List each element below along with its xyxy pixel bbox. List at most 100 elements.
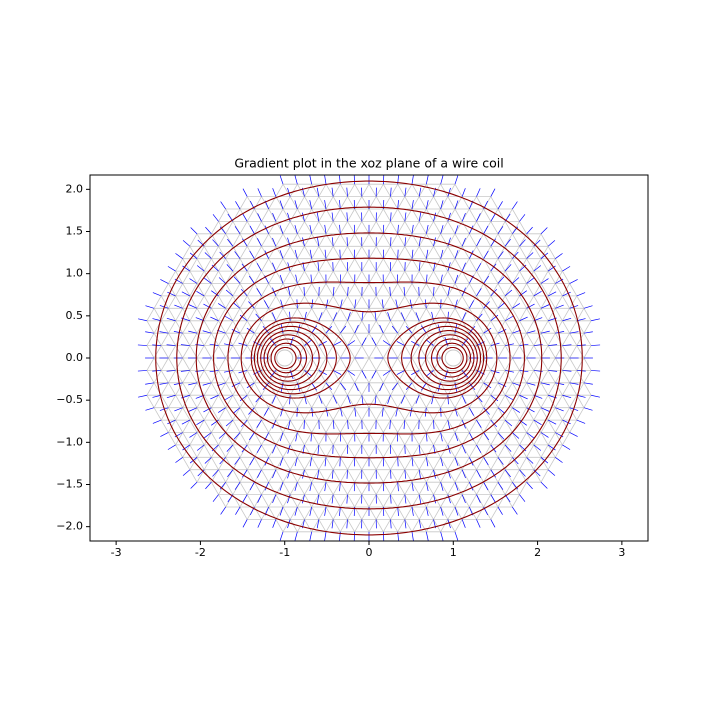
arrow <box>221 507 226 514</box>
arrow <box>243 189 247 197</box>
arrow <box>462 470 465 478</box>
arrow <box>333 313 337 321</box>
arrow <box>258 495 262 503</box>
arrow <box>476 188 480 196</box>
x-tick-label: -1 <box>279 546 290 559</box>
arrow <box>498 251 503 258</box>
arrow <box>272 263 275 271</box>
arrow <box>145 383 154 384</box>
arrow <box>355 325 359 333</box>
arrow <box>138 319 147 321</box>
arrow <box>555 253 562 258</box>
arrow <box>476 263 480 271</box>
arrow <box>226 420 233 426</box>
arrow <box>205 227 211 234</box>
arrow <box>325 532 326 541</box>
arrow <box>412 175 413 184</box>
arrow <box>527 482 533 489</box>
arrow <box>562 266 570 271</box>
arrow <box>243 495 248 503</box>
arrow <box>505 239 510 246</box>
x-tick-label: 3 <box>618 546 625 559</box>
arrow <box>455 176 458 185</box>
arrow <box>527 227 533 234</box>
arrow <box>469 251 473 259</box>
arrow <box>484 276 489 283</box>
arrow <box>476 288 481 296</box>
arrow <box>372 370 376 378</box>
arrow <box>555 457 562 462</box>
arrow <box>272 395 276 403</box>
arrow <box>205 482 211 489</box>
arrow <box>505 470 510 477</box>
arrow <box>258 519 262 527</box>
arrow <box>541 482 547 488</box>
arrow <box>498 507 503 515</box>
arrow <box>577 420 585 423</box>
arrow <box>233 303 240 309</box>
arrow <box>295 176 297 185</box>
arrow <box>498 201 503 209</box>
arrow <box>138 395 147 397</box>
arrow <box>527 432 534 437</box>
arrow <box>265 251 269 259</box>
arrow <box>584 383 593 384</box>
arrow <box>570 279 578 283</box>
y-tick-label: −1.5 <box>56 477 83 490</box>
arrow <box>250 457 255 465</box>
x-tick-label: -3 <box>111 546 122 559</box>
arrow <box>204 432 211 437</box>
arrow <box>455 532 458 541</box>
arrow <box>249 432 254 439</box>
arrow <box>548 470 555 476</box>
arrow <box>272 470 275 478</box>
arrow <box>310 175 312 184</box>
arrow <box>512 507 517 514</box>
arrow <box>469 408 473 416</box>
arrow <box>183 240 190 246</box>
arrow <box>145 408 154 411</box>
y-tick-label: 2.0 <box>66 182 84 195</box>
arrow <box>257 420 262 428</box>
arrow <box>591 319 600 321</box>
arrow <box>484 457 489 465</box>
arrow <box>204 278 211 283</box>
arrow <box>138 370 147 371</box>
arrow <box>534 265 541 271</box>
arrow <box>257 238 261 246</box>
arrow <box>469 300 473 308</box>
arrow <box>548 240 555 246</box>
arrow <box>250 482 254 490</box>
arrow <box>272 312 276 320</box>
arrow <box>175 457 182 462</box>
arrow <box>462 263 465 271</box>
y-tick-label: −1.0 <box>56 435 83 448</box>
y-tick-label: −2.0 <box>56 520 83 533</box>
y-tick-label: 0.5 <box>66 309 84 322</box>
arrow <box>226 290 233 296</box>
arrow <box>191 228 197 234</box>
chart-title: Gradient plot in the xoz plane of a wire… <box>234 156 503 171</box>
arrow <box>235 201 240 209</box>
arrow <box>213 214 219 221</box>
arrow <box>243 214 248 222</box>
arrow <box>235 482 240 490</box>
arrow <box>258 213 262 221</box>
arrow <box>491 495 496 503</box>
arrow <box>355 383 359 391</box>
arrow <box>258 188 262 196</box>
arrow <box>412 532 413 541</box>
arrow <box>175 253 182 258</box>
arrow <box>191 482 197 488</box>
arrow <box>257 263 261 271</box>
arrow <box>392 326 397 333</box>
arrow <box>168 266 176 271</box>
arrow <box>462 238 465 246</box>
arrow <box>519 214 525 221</box>
arrow <box>153 420 161 423</box>
arrow <box>469 457 473 465</box>
arrow <box>476 495 480 503</box>
arrow <box>280 176 283 185</box>
arrow <box>527 278 534 283</box>
x-tick-label: 0 <box>366 546 373 559</box>
